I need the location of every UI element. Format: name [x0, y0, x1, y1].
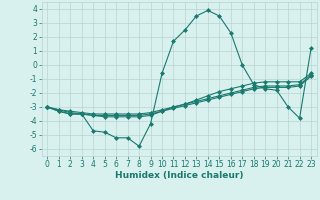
X-axis label: Humidex (Indice chaleur): Humidex (Indice chaleur) [115, 171, 244, 180]
